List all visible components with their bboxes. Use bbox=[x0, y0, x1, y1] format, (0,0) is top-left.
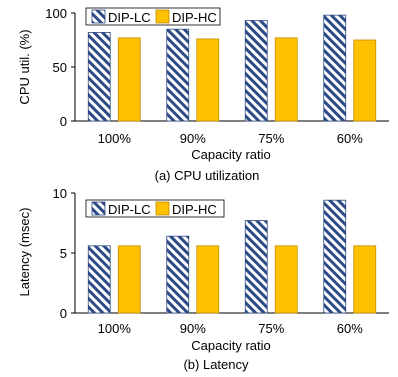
latency-panel: 0 5 10 100% 90% 75% 60% DIP-LC DIP-HC Latency (… bbox=[17, 186, 389, 372]
cpu-caption: (a) CPU utilization bbox=[155, 168, 260, 183]
cpu-bar-dip-lc-1 bbox=[166, 28, 190, 122]
latency-x-tick-label: 75% bbox=[258, 321, 284, 336]
cpu-legend-swatch-dip-hc bbox=[155, 9, 170, 24]
latency-y-tick-label: 10 bbox=[53, 186, 67, 201]
latency-caption: (b) Latency bbox=[183, 357, 249, 372]
latency-bar-dip-lc-2 bbox=[244, 220, 268, 314]
cpu-bar-dip-lc-0 bbox=[87, 32, 111, 122]
cpu-legend-label-dip-hc: DIP-HC bbox=[172, 10, 217, 25]
cpu-x-tick-label: 75% bbox=[258, 131, 284, 146]
latency-plot-area: 0 5 10 100% 90% 75% 60% bbox=[53, 186, 389, 336]
cpu-x-tick-label: 100% bbox=[98, 131, 132, 146]
cpu-y-tick-label: 0 bbox=[60, 114, 67, 129]
latency-y-tick-label: 5 bbox=[60, 246, 67, 261]
cpu-x-axis-label: Capacity ratio bbox=[191, 147, 270, 162]
latency-x-tick-label: 90% bbox=[180, 321, 206, 336]
cpu-legend-box bbox=[85, 7, 221, 26]
latency-bar-dip-lc-0 bbox=[87, 245, 111, 314]
cpu-bar-dip-hc-3 bbox=[353, 39, 377, 122]
latency-bar-dip-hc-0 bbox=[117, 245, 141, 314]
cpu-legend-swatch-dip-lc bbox=[91, 9, 106, 24]
cpu-bar-dip-hc-1 bbox=[196, 38, 220, 122]
latency-legend-swatch-dip-hc bbox=[155, 201, 170, 216]
latency-legend-label-dip-hc: DIP-HC bbox=[172, 202, 217, 217]
cpu-legend-label-dip-lc: DIP-LC bbox=[108, 10, 151, 25]
latency-y-axis-label: Latency (msec) bbox=[17, 208, 32, 297]
cpu-y-tick-label: 100 bbox=[45, 6, 67, 21]
latency-bar-dip-hc-1 bbox=[196, 245, 220, 314]
cpu-y-axis-label: CPU util. (%) bbox=[17, 29, 32, 104]
cpu-bar-dip-lc-2 bbox=[244, 20, 268, 122]
latency-x-tick-label: 100% bbox=[98, 321, 132, 336]
cpu-x-tick-label: 90% bbox=[180, 131, 206, 146]
latency-bar-dip-lc-1 bbox=[166, 235, 190, 314]
latency-x-axis-label: Capacity ratio bbox=[191, 338, 270, 353]
latency-legend-label-dip-lc: DIP-LC bbox=[108, 202, 151, 217]
latency-bar-dip-hc-3 bbox=[353, 245, 377, 314]
cpu-bar-dip-lc-3 bbox=[323, 14, 347, 122]
cpu-plot-area: 0 50 100 100% 90% 75% 60% bbox=[45, 6, 389, 146]
latency-bar-dip-lc-3 bbox=[323, 199, 347, 314]
latency-legend-box bbox=[85, 199, 225, 218]
cpu-bar-dip-hc-2 bbox=[274, 37, 298, 122]
cpu-y-tick-label: 50 bbox=[53, 60, 67, 75]
cpu-bar-dip-hc-0 bbox=[117, 37, 141, 122]
latency-y-tick-label: 0 bbox=[60, 306, 67, 321]
cpu-x-tick-label: 60% bbox=[337, 131, 363, 146]
cpu-legend: DIP-LC DIP-HC bbox=[85, 7, 221, 26]
latency-legend-swatch-dip-lc bbox=[91, 201, 106, 216]
latency-bar-dip-hc-2 bbox=[274, 245, 298, 314]
latency-legend: DIP-LC DIP-HC bbox=[85, 199, 225, 218]
cpu-utilization-panel: 0 50 100 100% 90% 75% 60% DIP-LC DIP-HC CPU uti… bbox=[17, 6, 389, 183]
latency-x-tick-label: 60% bbox=[337, 321, 363, 336]
